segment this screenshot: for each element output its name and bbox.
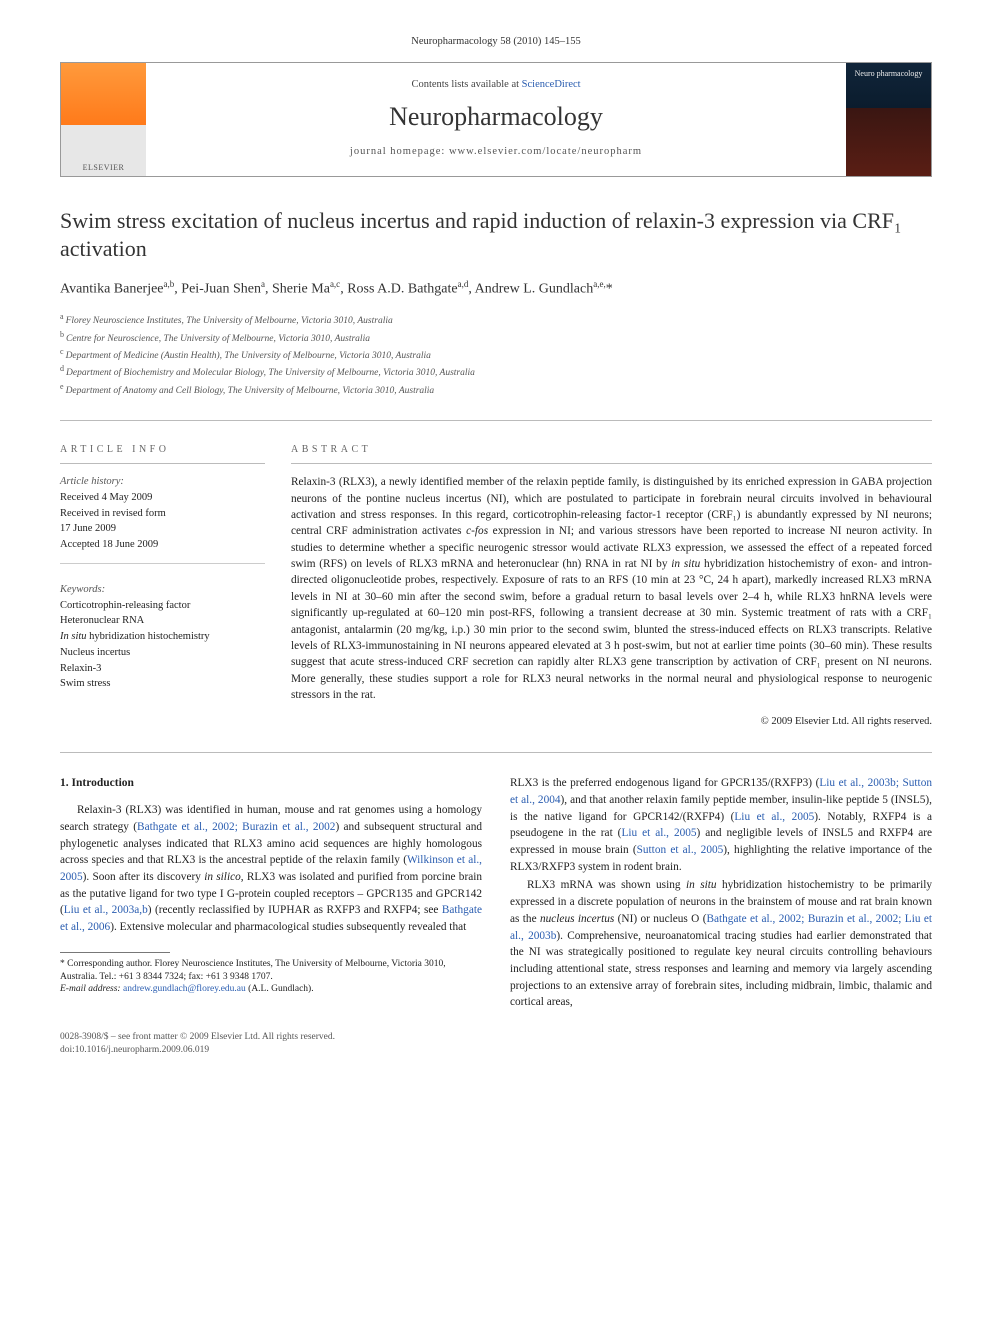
email-line: E-mail address: andrew.gundlach@florey.e… <box>60 983 482 996</box>
affiliation: bCentre for Neuroscience, The University… <box>60 329 932 346</box>
keywords-label: Keywords: <box>60 582 265 598</box>
keyword: Relaxin-3 <box>60 661 265 677</box>
body-paragraph: RLX3 mRNA was shown using in situ hybrid… <box>510 877 932 1011</box>
abstract: abstract Relaxin-3 (RLX3), a newly ident… <box>291 443 932 730</box>
page-header-reference: Neuropharmacology 58 (2010) 145–155 <box>60 35 932 50</box>
history-received: Received 4 May 2009 <box>60 490 265 506</box>
footnote-separator <box>60 952 170 953</box>
body-paragraph: Relaxin-3 (RLX3) was identified in human… <box>60 802 482 936</box>
abstract-heading: abstract <box>291 443 932 464</box>
keyword: Heteronuclear RNA <box>60 613 265 629</box>
corresponding-author-note: * Corresponding author. Florey Neuroscie… <box>60 958 482 984</box>
homepage-prefix: journal homepage: <box>350 146 449 157</box>
email-label: E-mail address: <box>60 984 121 994</box>
article-title: Swim stress excitation of nucleus incert… <box>60 207 932 264</box>
history-label: Article history: <box>60 474 265 490</box>
abstract-copyright: © 2009 Elsevier Ltd. All rights reserved… <box>291 715 932 730</box>
article-info: article info Article history: Received 4… <box>60 443 265 730</box>
keyword: Nucleus incertus <box>60 645 265 661</box>
contents-line: Contents lists available at ScienceDirec… <box>411 78 580 93</box>
section-number: 1. <box>60 777 69 789</box>
affiliation: eDepartment of Anatomy and Cell Biology,… <box>60 381 932 398</box>
affiliation: cDepartment of Medicine (Austin Health),… <box>60 346 932 363</box>
keywords-block: Keywords: Corticotrophin-releasing facto… <box>60 582 265 692</box>
keyword: Swim stress <box>60 676 265 692</box>
affiliation: aFlorey Neuroscience Institutes, The Uni… <box>60 311 932 328</box>
journal-cover-thumb: Neuro pharmacology <box>846 63 931 176</box>
author-list: Avantika Banerjeea,b, Pei-Juan Shena, Sh… <box>60 278 932 299</box>
masthead-center: Contents lists available at ScienceDirec… <box>146 63 846 176</box>
page-footer: 0028-3908/$ – see front matter © 2009 El… <box>60 1031 932 1058</box>
keyword: In situ hybridization histochemistry <box>60 629 265 645</box>
contents-prefix: Contents lists available at <box>411 79 521 90</box>
history-revised-date: 17 June 2009 <box>60 521 265 537</box>
section-heading: 1. Introduction <box>60 775 482 792</box>
email-link[interactable]: andrew.gundlach@florey.edu.au <box>123 984 246 994</box>
article-history: Article history: Received 4 May 2009 Rec… <box>60 474 265 564</box>
affiliation-list: aFlorey Neuroscience Institutes, The Uni… <box>60 311 932 398</box>
abstract-text: Relaxin-3 (RLX3), a newly identified mem… <box>291 474 932 703</box>
divider <box>60 752 932 753</box>
publisher-logo: ELSEVIER <box>61 63 146 176</box>
info-abstract-row: article info Article history: Received 4… <box>60 443 932 730</box>
history-revised: Received in revised form <box>60 506 265 522</box>
history-accepted: Accepted 18 June 2009 <box>60 537 265 553</box>
publisher-label: ELSEVIER <box>83 162 125 173</box>
section-title: Introduction <box>72 777 134 789</box>
footnotes: * Corresponding author. Florey Neuroscie… <box>60 958 482 996</box>
keyword: Corticotrophin-releasing factor <box>60 598 265 614</box>
divider <box>60 420 932 421</box>
journal-name: Neuropharmacology <box>389 99 603 135</box>
email-suffix: (A.L. Gundlach). <box>248 984 313 994</box>
homepage-url: www.elsevier.com/locate/neuropharm <box>449 146 642 157</box>
article-body: 1. Introduction Relaxin-3 (RLX3) was ide… <box>60 775 932 1011</box>
journal-homepage-line: journal homepage: www.elsevier.com/locat… <box>350 145 642 160</box>
cover-label: Neuro pharmacology <box>855 68 923 176</box>
article-info-heading: article info <box>60 443 265 464</box>
affiliation: dDepartment of Biochemistry and Molecula… <box>60 363 932 380</box>
sciencedirect-link[interactable]: ScienceDirect <box>522 79 581 90</box>
footer-doi: doi:10.1016/j.neuropharm.2009.06.019 <box>60 1044 932 1057</box>
footer-copyright: 0028-3908/$ – see front matter © 2009 El… <box>60 1031 932 1044</box>
body-paragraph: RLX3 is the preferred endogenous ligand … <box>510 775 932 875</box>
journal-masthead: ELSEVIER Contents lists available at Sci… <box>60 62 932 177</box>
